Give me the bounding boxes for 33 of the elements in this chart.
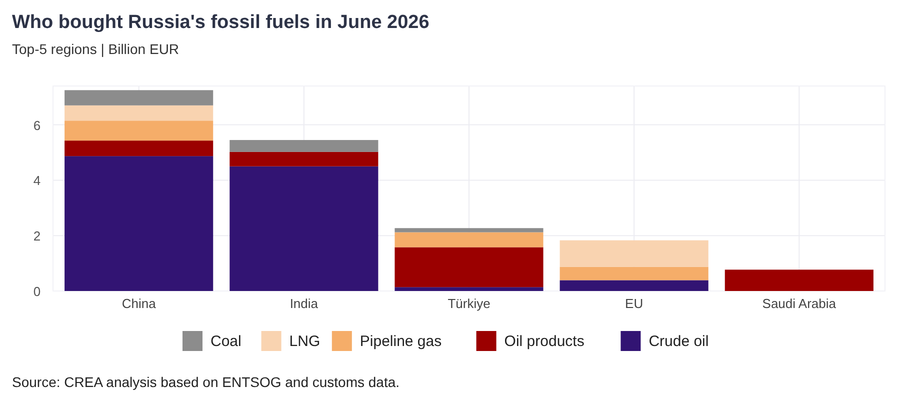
- legend-label: Oil products: [504, 333, 584, 350]
- x-tick-label: Türkiye: [448, 296, 490, 311]
- x-tick-label: China: [122, 296, 157, 311]
- bar: [394, 228, 544, 232]
- source-note: Source: CREA analysis based on ENTSOG and customs data.: [12, 374, 400, 390]
- bar: [230, 166, 378, 291]
- bar: [64, 156, 214, 291]
- legend-label: Crude oil: [648, 333, 709, 350]
- y-tick-label: 0: [33, 284, 41, 299]
- bar: [230, 152, 378, 166]
- bar: [64, 90, 214, 106]
- bar: [560, 266, 708, 280]
- legend-label: LNG: [289, 333, 320, 350]
- bar: [394, 287, 544, 291]
- chart-subtitle: Top-5 regions | Billion EUR: [12, 41, 180, 57]
- y-tick-label: 6: [33, 118, 41, 133]
- y-tick-label: 4: [33, 173, 41, 188]
- bar: [230, 140, 378, 152]
- chart-title: Who bought Russia's fossil fuels in June 2026: [12, 12, 430, 33]
- bar: [64, 105, 214, 121]
- x-tick-label: India: [290, 296, 319, 311]
- bar: [64, 120, 214, 141]
- bar: [394, 232, 544, 248]
- bar: [724, 270, 874, 291]
- legend-label: Coal: [210, 333, 242, 350]
- bar: [560, 240, 708, 267]
- y-tick-label: 2: [33, 228, 41, 244]
- x-tick-label: Saudi Arabia: [762, 296, 837, 311]
- bar: [394, 247, 544, 288]
- legend-label: Pipeline gas: [360, 333, 442, 350]
- x-tick-label: EU: [625, 296, 644, 311]
- bar: [64, 140, 214, 156]
- bar: [560, 280, 708, 291]
